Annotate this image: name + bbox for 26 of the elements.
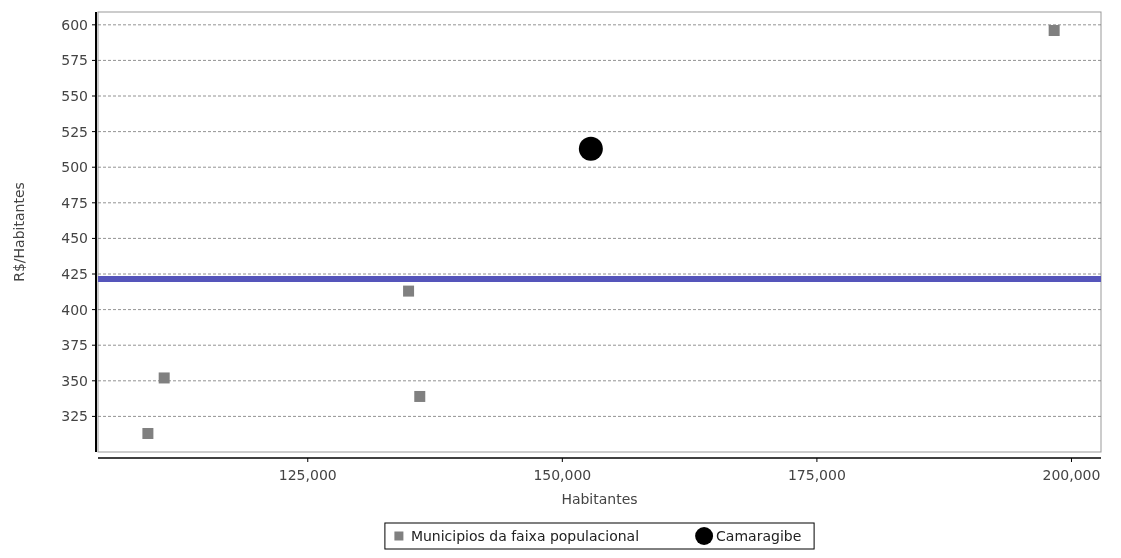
y-tick-label: 475 [61, 194, 88, 211]
x-axis-title: Habitantes [561, 491, 638, 507]
legend-label: Camaragibe [716, 527, 802, 544]
point [403, 285, 415, 297]
point [158, 372, 170, 384]
x-tick-label: 200,000 [1042, 467, 1101, 483]
y-tick-label: 450 [61, 230, 88, 247]
y-tick-label: 525 [61, 123, 88, 140]
point [142, 427, 154, 439]
y-axis-title: R$/Habitantes [11, 182, 27, 282]
x-tick-label: 175,000 [787, 467, 846, 483]
y-tick-label: 375 [61, 337, 88, 354]
x-tick-label: 150,000 [533, 467, 592, 483]
y-tick-label: 575 [61, 52, 88, 69]
y-tick-label: 350 [61, 372, 88, 389]
y-tick-label: 550 [61, 87, 88, 104]
y-tick-label: 325 [61, 408, 88, 425]
legend-label: Municipios da faixa populacional [410, 527, 640, 544]
point [1048, 25, 1060, 37]
y-tick-label: 400 [61, 301, 88, 318]
y-tick-label: 600 [61, 16, 88, 33]
y-tick-label: 425 [61, 265, 88, 282]
y-tick-label: 500 [61, 159, 88, 176]
x-tick-label: 125,000 [278, 467, 337, 483]
point [578, 136, 603, 161]
point [414, 390, 426, 402]
